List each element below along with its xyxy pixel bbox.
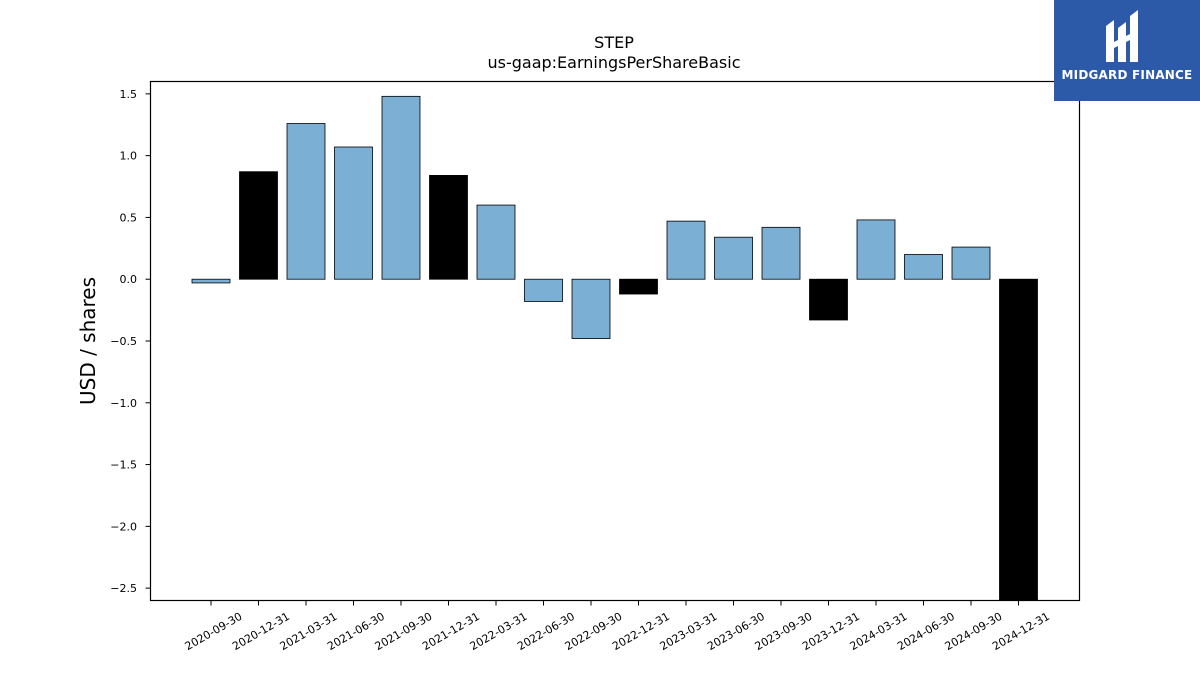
- bar-2024-03-31: [856, 219, 896, 280]
- y-tick-label: 0.0: [120, 273, 138, 286]
- bar-2022-12-31: [619, 278, 658, 295]
- midgard-finance-logo-icon: [1106, 10, 1138, 62]
- midgard-finance-logo: MIDGARD FINANCE: [1054, 0, 1200, 101]
- bar-2023-03-31: [666, 220, 706, 280]
- bar-2020-12-31: [239, 171, 278, 280]
- y-tick-label: −0.5: [110, 335, 137, 348]
- bar-2021-03-31: [286, 123, 326, 280]
- bar-2023-12-31: [809, 278, 848, 321]
- bar-2024-12-31: [999, 278, 1038, 601]
- y-tick-label: −1.5: [110, 459, 137, 472]
- logo-text: MIDGARD FINANCE: [1061, 68, 1193, 82]
- y-axis-label: USD / shares: [76, 277, 100, 405]
- bar-2022-09-30: [571, 278, 611, 339]
- bar-2024-09-30: [951, 246, 991, 280]
- bar-2021-12-31: [429, 175, 468, 280]
- y-tick-label: 0.5: [120, 211, 138, 224]
- y-tick-label: −2.5: [110, 582, 137, 595]
- bar-2022-06-30: [524, 278, 563, 302]
- chart-title: STEP: [594, 33, 634, 52]
- chart-subtitle: us-gaap:EarningsPerShareBasic: [487, 53, 740, 72]
- x-ticks-group: 2020-09-302020-12-312021-03-312021-06-30…: [183, 600, 1052, 653]
- bars-group: [191, 95, 1038, 601]
- y-tick-label: 1.0: [120, 150, 138, 163]
- bar-2023-06-30: [714, 236, 753, 280]
- y-ticks-group: −2.5 −2.0 −1.5 −1.0 −0.5 0.0 0.5 1.0 1.5: [110, 88, 151, 595]
- bar-2024-06-30: [904, 254, 943, 280]
- bar-2021-09-30: [381, 95, 421, 280]
- y-tick-label: −1.0: [110, 397, 137, 410]
- bar-2021-06-30: [334, 146, 373, 280]
- y-tick-label: 1.5: [120, 88, 138, 101]
- y-tick-label: −2.0: [110, 520, 137, 533]
- bar-2023-09-30: [761, 226, 801, 280]
- bar-2022-03-31: [476, 204, 516, 280]
- bar-2020-09-30: [191, 278, 231, 284]
